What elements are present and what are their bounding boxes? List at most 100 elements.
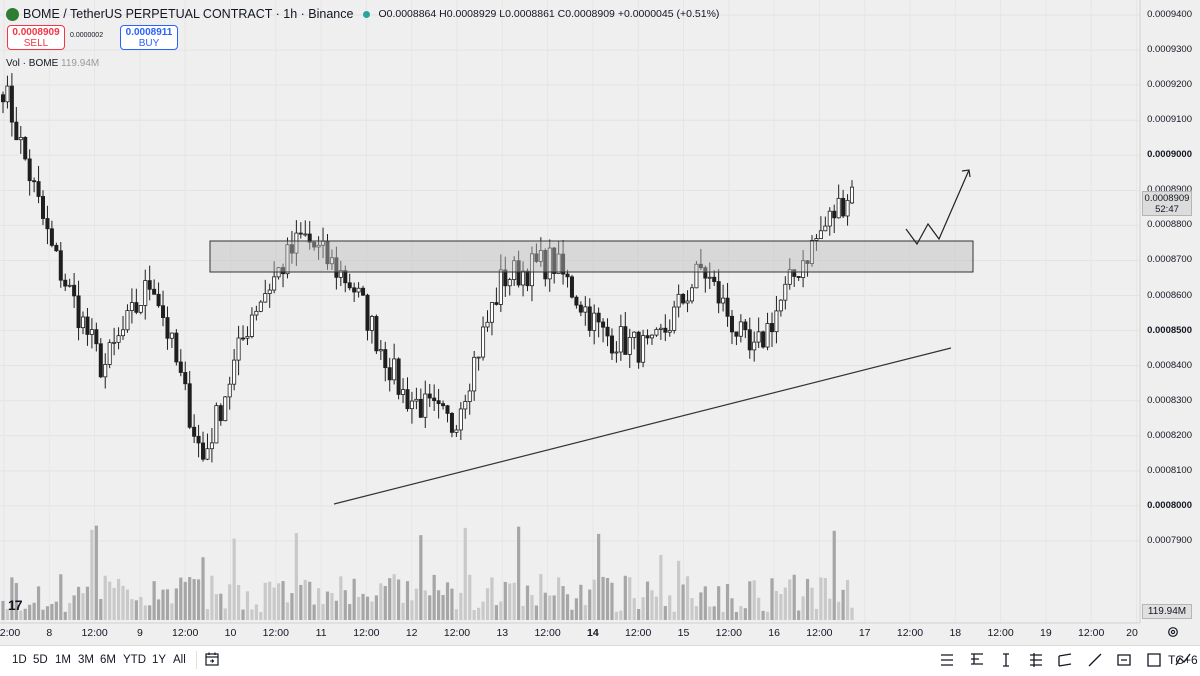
candle-body <box>196 435 201 444</box>
candle-body <box>605 326 610 337</box>
candle-body <box>245 336 250 339</box>
candle-body <box>805 260 810 264</box>
candle-body <box>103 364 108 378</box>
chart-grid <box>0 14 1140 542</box>
parallel-channel-icon[interactable] <box>1056 651 1074 669</box>
volume-bar <box>565 594 570 620</box>
volume-bar <box>196 579 201 620</box>
sell-button[interactable]: 0.0008909 SELL <box>7 25 65 50</box>
volume-bar <box>792 574 796 620</box>
price-tick-label: 0.0008400 <box>1147 359 1192 371</box>
volume-bar <box>823 578 827 620</box>
price-tick-label: 0.0008300 <box>1147 394 1192 406</box>
volume-bar <box>503 581 507 620</box>
candle-countdown: 52:47 <box>1155 204 1179 215</box>
candle-body <box>361 287 366 296</box>
candle-body <box>609 335 614 354</box>
volume-bar <box>477 607 481 620</box>
symbol-title[interactable]: BOME / TetherUS PERPETUAL CONTRACT · 1h … <box>23 7 354 21</box>
volume-bar <box>712 606 716 620</box>
candle-body <box>818 230 823 240</box>
path-icon[interactable] <box>1174 651 1192 669</box>
volume-bar <box>663 605 667 620</box>
candle-body <box>796 276 801 278</box>
time-tick-label: 12:00 <box>172 627 199 639</box>
time-tick-label: 9 <box>136 627 143 639</box>
timezone-label[interactable]: TC+6 <box>1168 653 1198 667</box>
candle-body <box>783 283 788 301</box>
volume-bar <box>205 609 210 620</box>
volume-bar <box>548 595 552 620</box>
candle-body <box>436 400 441 405</box>
volume-bar <box>99 598 103 620</box>
period-button-6m[interactable]: 6M <box>100 654 116 666</box>
volume-bar <box>116 578 121 620</box>
volume-bar <box>481 601 485 620</box>
period-button-1m[interactable]: 1M <box>55 654 71 666</box>
candle-body <box>787 269 792 285</box>
volume-bar <box>219 593 223 620</box>
volume-bar <box>308 581 312 620</box>
text-cursor-icon[interactable] <box>997 651 1015 669</box>
candle-body <box>703 267 708 279</box>
volume-bar <box>23 608 27 620</box>
candle-body <box>707 276 712 279</box>
candle-body <box>774 310 779 333</box>
candle-body <box>721 297 726 304</box>
candle-body <box>147 280 152 290</box>
candle-body <box>850 186 855 204</box>
volume-bar <box>552 595 556 620</box>
candle-body <box>121 329 126 337</box>
volume-bar <box>410 600 414 620</box>
trend-line-icon[interactable] <box>1086 651 1104 669</box>
candle-body <box>556 253 561 274</box>
resistance-zone[interactable] <box>209 240 974 273</box>
volume-bar <box>517 526 521 620</box>
candle-body <box>672 306 677 331</box>
volume-bar <box>1 600 5 620</box>
volume-bar <box>819 577 823 620</box>
chart-canvas[interactable] <box>0 0 1200 645</box>
projection-path[interactable] <box>905 169 970 246</box>
period-button-3m[interactable]: 3M <box>78 654 94 666</box>
time-tick-label: 12:00 <box>443 627 471 639</box>
candle-body <box>201 442 206 460</box>
buy-button[interactable]: 0.0008911 BUY <box>120 25 178 50</box>
candle-body <box>161 305 166 318</box>
volume-bar <box>810 587 814 620</box>
candle-body <box>356 287 361 293</box>
tradingview-logo[interactable]: 17 <box>8 597 23 613</box>
rectangle-icon[interactable] <box>1145 651 1163 669</box>
candle-body <box>725 297 730 317</box>
volume-bar <box>130 599 134 620</box>
candle-body <box>107 342 112 365</box>
period-button-1d[interactable]: 1D <box>12 654 27 666</box>
candle-body <box>143 280 148 306</box>
long-position-icon[interactable] <box>938 651 956 669</box>
volume-value-badge: 119.94M <box>1142 604 1192 619</box>
gear-icon[interactable] <box>1167 626 1179 638</box>
volume-bar <box>41 609 45 620</box>
candle-body <box>258 301 263 312</box>
fib-retracement-icon[interactable] <box>968 651 986 669</box>
time-tick-label: 18 <box>949 627 962 639</box>
fib-channel-icon[interactable] <box>1027 651 1045 669</box>
candles <box>0 73 855 463</box>
period-button-all[interactable]: All <box>173 654 186 666</box>
candle-body <box>485 321 490 328</box>
period-button-ytd[interactable]: YTD <box>123 654 146 666</box>
price-label-icon[interactable] <box>1115 651 1133 669</box>
volume-bar <box>134 600 138 620</box>
period-button-5d[interactable]: 5D <box>33 654 48 666</box>
candle-body <box>712 276 717 282</box>
date-range-icon[interactable] <box>204 651 220 667</box>
volume-legend[interactable]: Vol · BOME 119.94M <box>6 58 99 69</box>
volume-bar <box>10 577 14 620</box>
candle-body <box>174 332 179 363</box>
volume-bar <box>383 585 387 620</box>
volume-bar <box>445 582 450 620</box>
support-trendline[interactable] <box>333 347 952 505</box>
symbol-legend[interactable]: BOME / TetherUS PERPETUAL CONTRACT · 1h … <box>6 5 719 23</box>
period-button-1y[interactable]: 1Y <box>152 654 167 666</box>
volume-bar <box>659 554 663 620</box>
